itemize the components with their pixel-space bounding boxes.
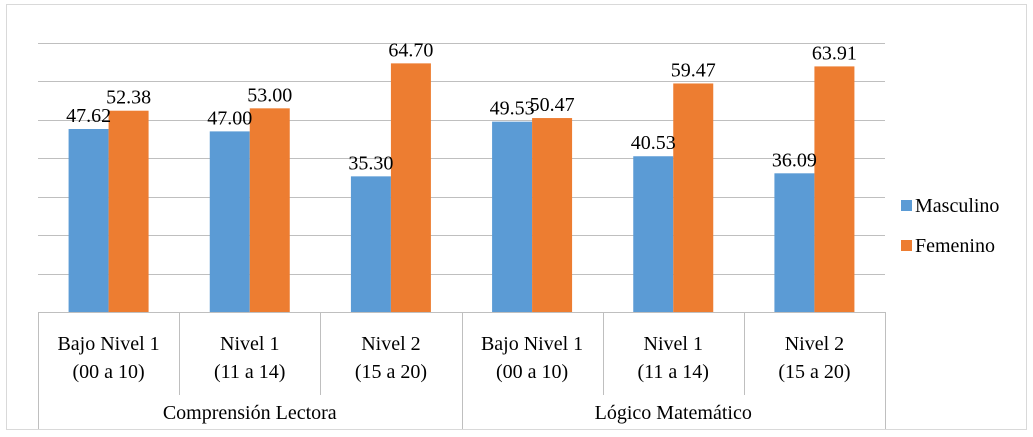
category-label: Nivel 2 [361, 333, 420, 355]
category-range-label: (15 a 20) [778, 361, 850, 383]
legend-swatch-femenino [901, 240, 912, 251]
gridlines [38, 43, 885, 313]
bar-masculino [633, 156, 674, 312]
category-label: Nivel 2 [785, 333, 844, 355]
category-range-label: (15 a 20) [355, 361, 427, 383]
data-label-femenino: 50.47 [530, 94, 575, 116]
bar-masculino [774, 173, 815, 312]
data-label-femenino: 64.70 [388, 39, 433, 61]
legend-label-femenino: Femenino [915, 235, 995, 257]
group-label: Lógico Matemático [595, 402, 752, 424]
data-label-femenino: 63.91 [812, 42, 857, 64]
bars [68, 63, 855, 313]
data-label-femenino: 52.38 [106, 87, 151, 109]
legend-label-masculino: Masculino [915, 195, 999, 217]
bar-femenino [673, 83, 714, 312]
bar-masculino [209, 131, 250, 312]
data-label-femenino: 53.00 [247, 84, 292, 106]
data-label-masculino: 47.00 [207, 107, 252, 129]
data-label-masculino: 47.62 [66, 105, 111, 127]
category-label: Nivel 1 [644, 333, 703, 355]
category-label: Bajo Nivel 1 [481, 333, 583, 355]
legend-swatch-masculino [901, 200, 912, 211]
legend: Masculino Femenino [901, 195, 999, 257]
bar-masculino [68, 129, 109, 312]
category-label: Bajo Nivel 1 [57, 333, 159, 355]
data-label-femenino: 59.47 [671, 59, 716, 81]
category-axis: Bajo Nivel 1 (00 a 10) Nivel 1 (11 a 14) Niv… [38, 312, 886, 429]
data-label-masculino: 35.30 [348, 152, 393, 174]
bar-femenino [814, 66, 855, 312]
category-range-label: (11 a 14) [638, 361, 709, 383]
data-label-masculino: 49.53 [490, 98, 535, 120]
category-range-label: (00 a 10) [496, 361, 568, 383]
bar-femenino [390, 63, 431, 312]
data-label-masculino: 36.09 [772, 149, 817, 171]
bar-femenino [532, 118, 573, 313]
category-label: Nivel 1 [220, 333, 279, 355]
group-label: Comprensión Lectora [163, 402, 337, 424]
data-label-masculino: 40.53 [631, 132, 676, 154]
bar-masculino [492, 121, 533, 312]
bar-femenino [249, 108, 290, 312]
category-range-label: (00 a 10) [72, 361, 144, 383]
bar-masculino [350, 176, 391, 312]
bar-femenino [108, 110, 149, 312]
category-range-label: (11 a 14) [214, 361, 285, 383]
